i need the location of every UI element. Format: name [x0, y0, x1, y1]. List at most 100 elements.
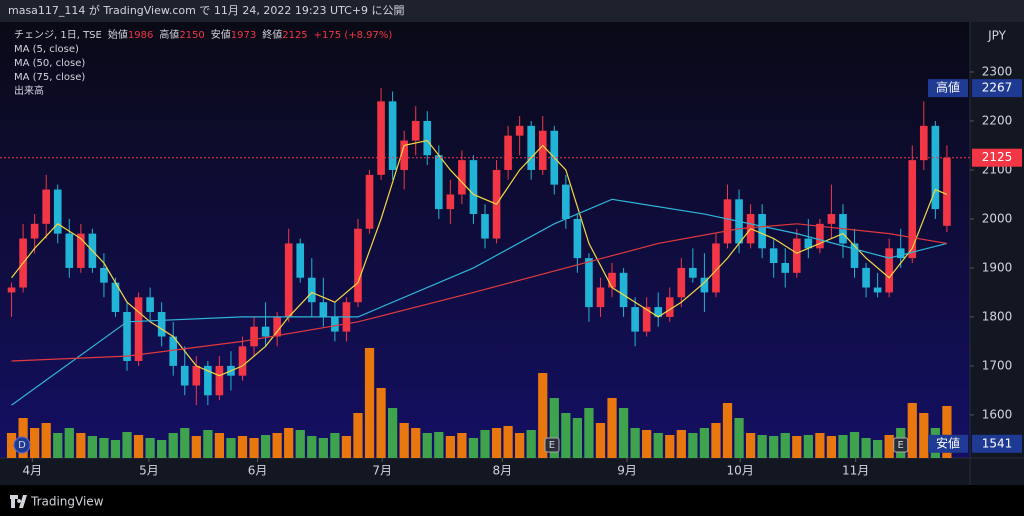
volume-bar: [145, 438, 155, 458]
candle-body: [250, 326, 258, 347]
candle-body: [388, 101, 397, 170]
candle-body: [896, 248, 905, 259]
candle-body: [365, 174, 374, 229]
y-tick-label: 1800: [982, 309, 1013, 323]
candle-body: [458, 160, 466, 195]
symbol-info: チェンジ, 1日, TSE 始値1986 高値2150 安値1973 終値2125 +17…: [14, 28, 392, 41]
candle-body: [261, 326, 270, 337]
candle-body: [792, 238, 801, 273]
ma-line: [11, 223, 948, 362]
candle-body: [434, 155, 443, 210]
candle-body: [827, 214, 836, 224]
ohlc-value: 2125: [282, 30, 307, 41]
candle-body: [596, 287, 605, 308]
candle-body: [562, 184, 570, 219]
candle-body: [469, 160, 478, 215]
ohlc-value: 1973: [231, 30, 256, 41]
y-tick-label: 2200: [982, 113, 1013, 127]
volume-bar: [6, 433, 17, 458]
candle-body: [400, 140, 408, 170]
volume-bar: [561, 413, 571, 458]
volume-bar: [411, 428, 421, 458]
y-tick-label: 1700: [982, 358, 1013, 372]
volume-bar: [699, 428, 710, 458]
candle-body: [758, 214, 766, 249]
y-tick-label: 2300: [982, 64, 1013, 78]
price-marker-value: 2125: [982, 150, 1013, 164]
volume-bar: [226, 438, 236, 458]
volume-bar: [711, 423, 721, 458]
candle-body: [931, 125, 940, 210]
x-tick-label: 11月: [842, 464, 869, 478]
legend-entry: MA (5, close): [14, 44, 79, 55]
volume-bar: [76, 433, 86, 458]
currency: JPY: [987, 29, 1007, 43]
x-tick-label: 7月: [372, 464, 392, 478]
candle-body: [515, 125, 524, 136]
candle-body: [307, 277, 316, 303]
ma-line: [11, 139, 948, 377]
ohlc-label: 安値: [211, 28, 231, 41]
candle-body: [238, 346, 247, 376]
volume-bar: [110, 440, 121, 458]
candle-body: [642, 307, 651, 332]
volume-bar: [99, 438, 109, 458]
y-tick-label: 1900: [982, 260, 1013, 274]
candle-body: [123, 312, 131, 362]
candle-body: [504, 135, 512, 170]
change: +175 (+8.97%): [314, 30, 393, 41]
volume-bar: [64, 428, 74, 458]
candle-body: [134, 297, 143, 362]
footer: [0, 485, 1024, 516]
volume-bar: [919, 413, 929, 458]
candle-body: [411, 120, 420, 141]
volume-bar: [318, 438, 328, 458]
volume-bar: [491, 428, 502, 458]
volume-bar: [191, 436, 201, 458]
candle-body: [689, 267, 697, 278]
event-marker: [544, 437, 560, 453]
candle-body: [885, 248, 893, 293]
candle-body: [538, 130, 547, 170]
candle-body: [723, 199, 732, 244]
price-marker-label: 高値: [936, 80, 960, 95]
volume-bar: [122, 432, 132, 458]
volume-bar: [722, 403, 733, 458]
candle-body: [65, 233, 74, 268]
volume-bar: [30, 428, 40, 458]
volume-bar: [307, 436, 317, 458]
volume-bar: [526, 430, 536, 458]
candle-body: [111, 282, 120, 313]
candle-body: [619, 272, 628, 308]
legend-entry: MA (50, close): [14, 58, 85, 69]
volume-bar: [376, 388, 386, 458]
volume-bar: [873, 440, 883, 458]
candle-body: [146, 297, 154, 313]
candle-body: [850, 243, 859, 268]
volume-bar: [41, 423, 51, 458]
candle-body: [319, 302, 328, 317]
volume-bar: [480, 430, 490, 458]
volume-bar: [815, 433, 825, 458]
event-label: E: [898, 440, 904, 451]
ohlc-label: 高値: [159, 28, 179, 41]
candle-body: [908, 160, 917, 259]
price-marker-value: 1541: [982, 436, 1013, 450]
y-tick-label: 2000: [982, 211, 1013, 225]
candle-body: [100, 267, 108, 283]
volume-bar: [572, 418, 582, 458]
volume-bar: [330, 433, 340, 458]
ma-line: [11, 198, 948, 406]
candle-body: [331, 316, 339, 332]
x-tick-label: 4月: [23, 464, 43, 478]
price-marker: [972, 79, 1022, 98]
volume-bar: [87, 436, 97, 458]
volume-bar: [272, 433, 282, 458]
volume-bar: [745, 433, 756, 458]
volume-bar: [538, 373, 548, 458]
candle-body: [631, 307, 639, 332]
volume-bar: [826, 436, 837, 458]
volume-bar: [434, 432, 444, 458]
